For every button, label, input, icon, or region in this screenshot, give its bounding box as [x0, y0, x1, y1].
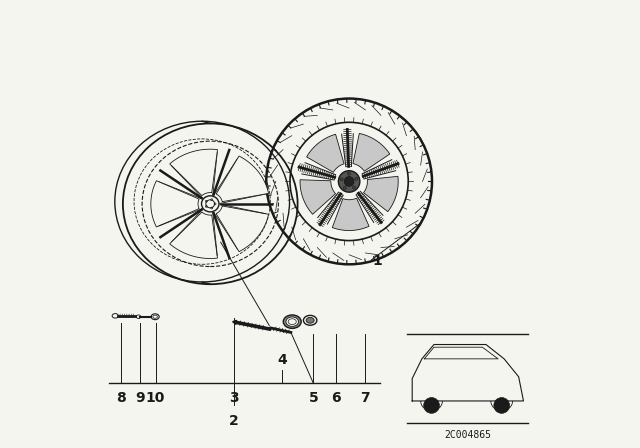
Polygon shape	[307, 134, 344, 172]
Text: 2: 2	[229, 414, 239, 427]
Ellipse shape	[284, 315, 301, 328]
Circle shape	[348, 172, 350, 175]
Text: 5: 5	[308, 391, 318, 405]
Polygon shape	[216, 206, 269, 252]
Circle shape	[344, 177, 354, 186]
Polygon shape	[353, 134, 390, 171]
Circle shape	[340, 178, 343, 181]
Circle shape	[343, 186, 346, 190]
Text: 9: 9	[135, 391, 145, 405]
Polygon shape	[216, 156, 269, 202]
Text: 10: 10	[146, 391, 165, 405]
Circle shape	[424, 397, 440, 414]
Ellipse shape	[286, 317, 298, 327]
Circle shape	[353, 186, 355, 189]
Text: 1: 1	[373, 254, 383, 268]
Polygon shape	[332, 198, 369, 231]
Text: 3: 3	[229, 391, 239, 405]
Polygon shape	[170, 212, 218, 258]
Circle shape	[494, 397, 509, 414]
Polygon shape	[151, 181, 199, 227]
FancyArrow shape	[233, 320, 271, 330]
Circle shape	[355, 177, 358, 180]
Text: 2C004865: 2C004865	[444, 430, 492, 440]
Text: 6: 6	[331, 391, 340, 405]
Text: 4: 4	[277, 353, 287, 367]
Circle shape	[339, 171, 360, 192]
Polygon shape	[170, 149, 218, 196]
Text: 8: 8	[116, 391, 125, 405]
Polygon shape	[300, 180, 335, 214]
Text: 7: 7	[360, 391, 370, 405]
Ellipse shape	[306, 318, 314, 323]
Polygon shape	[364, 177, 398, 211]
